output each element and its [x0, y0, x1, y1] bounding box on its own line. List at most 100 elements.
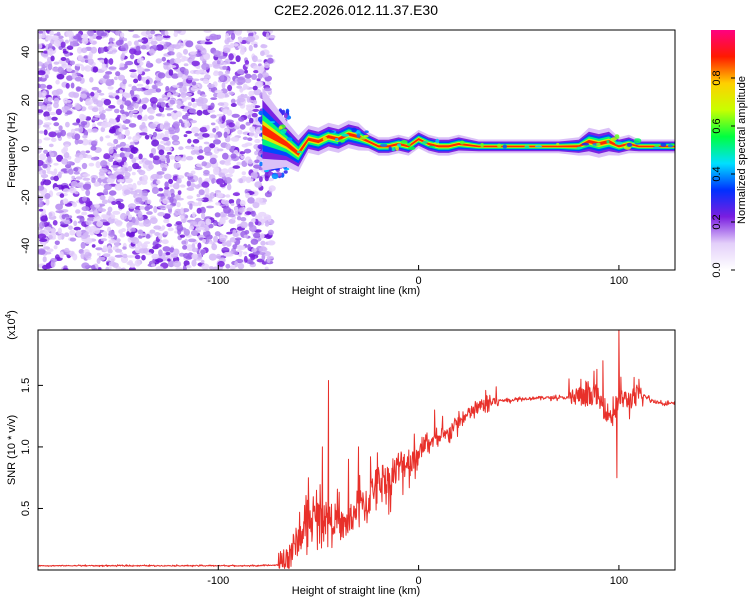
noise-blob — [53, 61, 60, 65]
noise-blob — [61, 148, 67, 154]
noise-blob — [89, 36, 94, 44]
noise-blob — [249, 131, 255, 137]
noise-blob — [169, 155, 175, 160]
noise-blob — [180, 58, 186, 62]
noise-blob — [238, 251, 243, 257]
noise-blob — [155, 82, 164, 87]
noise-blob — [60, 41, 66, 48]
noise-blob — [49, 152, 55, 158]
noise-blob — [70, 180, 78, 188]
noise-blob — [162, 198, 169, 205]
noise-blob — [234, 260, 239, 268]
noise-blob — [227, 183, 232, 191]
noise-blob — [197, 90, 202, 95]
noise-blob — [111, 164, 120, 168]
noise-blob — [222, 47, 231, 53]
noise-blob — [72, 122, 80, 126]
noise-blob — [223, 131, 228, 138]
noise-blob — [90, 156, 99, 161]
noise-blob — [100, 126, 106, 133]
colorbar-tick-label: 0.2 — [711, 214, 723, 229]
ridge-blob — [502, 144, 507, 149]
noise-blob — [43, 50, 49, 54]
noise-blob — [148, 134, 153, 137]
noise-blob — [241, 171, 246, 176]
noise-blob — [65, 82, 70, 89]
snr-marks — [38, 330, 675, 569]
noise-blob — [173, 212, 179, 218]
noise-blob — [64, 39, 69, 44]
noise-blob — [143, 200, 148, 206]
noise-blob — [120, 47, 126, 52]
noise-blob — [244, 112, 250, 116]
noise-blob — [87, 58, 94, 65]
noise-blob — [213, 220, 219, 226]
noise-blob — [108, 256, 116, 263]
noise-blob — [87, 54, 93, 60]
noise-blob — [47, 155, 52, 163]
noise-blob — [116, 238, 121, 243]
spectrogram-y-tick-label: 40 — [20, 46, 32, 58]
ridge-blob — [496, 143, 502, 148]
noise-blob — [260, 240, 266, 246]
noise-blob — [43, 226, 53, 232]
noise-blob — [82, 173, 91, 177]
snr-x-axis-title: Height of straight line (km) — [292, 585, 420, 597]
noise-blob — [96, 233, 103, 237]
noise-blob — [106, 51, 113, 55]
noise-blob — [208, 241, 214, 245]
noise-blob — [81, 114, 87, 121]
noise-blob — [194, 184, 201, 189]
noise-blob — [190, 183, 196, 188]
noise-blob — [163, 123, 170, 131]
noise-blob — [221, 82, 226, 89]
noise-blob — [118, 74, 125, 81]
noise-blob — [200, 259, 205, 264]
noise-blob — [233, 30, 240, 35]
noise-blob — [238, 207, 244, 214]
noise-blob — [169, 99, 175, 105]
noise-blob — [115, 219, 123, 227]
noise-blob — [98, 47, 105, 54]
noise-blob — [87, 128, 93, 133]
noise-blob — [96, 252, 101, 256]
noise-blob — [39, 83, 47, 89]
noise-blob — [236, 69, 245, 75]
noise-blob — [115, 248, 123, 253]
noise-blob — [59, 251, 64, 259]
noise-blob — [38, 233, 47, 240]
noise-blob — [108, 158, 114, 163]
noise-blob — [55, 203, 63, 210]
noise-blob — [45, 251, 52, 255]
noise-blob — [43, 149, 49, 154]
noise-blob — [137, 68, 143, 75]
noise-blob — [250, 219, 256, 223]
noise-blob — [38, 248, 46, 255]
noise-blob — [91, 86, 100, 91]
noise-blob — [108, 190, 117, 196]
noise-blob — [197, 155, 205, 161]
noise-blob — [55, 108, 63, 116]
noise-blob — [145, 234, 151, 239]
noise-blob — [38, 208, 44, 212]
noise-blob — [203, 30, 212, 33]
noise-blob — [226, 231, 233, 235]
noise-blob — [168, 65, 177, 68]
noise-blob — [267, 214, 272, 222]
noise-blob — [236, 85, 243, 89]
ridge-blob — [286, 137, 293, 141]
noise-blob — [128, 260, 133, 266]
noise-blob — [141, 37, 149, 44]
spectrogram-y-tick-label: -20 — [20, 189, 32, 205]
noise-blob — [107, 248, 113, 254]
noise-blob — [39, 238, 48, 242]
noise-blob — [158, 149, 165, 156]
noise-blob — [159, 154, 167, 162]
noise-blob — [43, 246, 50, 250]
noise-blob — [130, 228, 137, 232]
noise-blob — [227, 167, 235, 174]
noise-blob — [209, 33, 218, 41]
noise-blob — [65, 58, 70, 64]
noise-blob — [236, 216, 242, 221]
noise-blob — [81, 138, 89, 146]
